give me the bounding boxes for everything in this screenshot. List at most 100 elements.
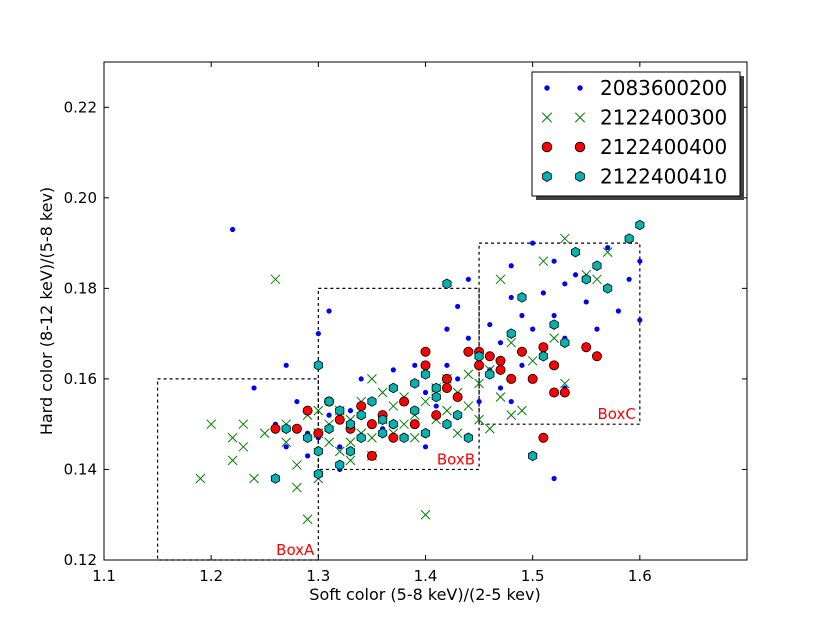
x-tick-label: 1.5 <box>521 567 545 585</box>
data-point-x <box>506 337 517 348</box>
data-point-circle <box>527 373 538 384</box>
data-point-circle <box>441 373 452 384</box>
legend-frame <box>531 71 741 197</box>
data-point-hexagon <box>399 432 409 444</box>
region-label: BoxB <box>437 450 475 468</box>
data-point-hexagon <box>420 369 431 380</box>
data-point-x <box>399 419 409 430</box>
data-point-circle <box>313 428 324 439</box>
data-point-circle <box>495 355 506 366</box>
data-point-x <box>206 419 217 430</box>
data-point-x <box>420 396 431 407</box>
legend-label: 2122400410 <box>600 165 727 189</box>
data-point-x <box>292 460 302 470</box>
data-point-dot <box>455 376 461 382</box>
data-point-dot <box>562 281 568 287</box>
data-point-x <box>527 355 538 366</box>
data-point-hexagon <box>303 432 313 444</box>
data-point-x <box>559 378 570 389</box>
y-tick-label: 0.18 <box>64 279 97 297</box>
x-tick-label: 1.6 <box>628 567 652 585</box>
y-tick-label: 0.20 <box>64 189 97 207</box>
data-point-hexagon <box>560 337 570 348</box>
data-point-hexagon <box>506 328 516 339</box>
data-point-dot <box>577 85 583 91</box>
data-point-x <box>549 333 559 344</box>
data-point-hexagon <box>592 260 602 271</box>
data-point-dot <box>519 362 525 368</box>
data-point-hexagon <box>571 246 581 258</box>
data-point-hexagon <box>313 446 323 457</box>
data-point-hexagon <box>442 418 452 430</box>
data-point-dot <box>637 317 643 323</box>
data-point-x <box>463 401 474 411</box>
data-point-dot <box>305 453 311 459</box>
data-point-circle <box>463 346 474 357</box>
data-point-circle <box>538 342 549 353</box>
region-boxa <box>156 378 319 561</box>
data-point-x <box>238 419 249 430</box>
data-point-dot <box>347 408 354 414</box>
data-point-circle <box>420 360 431 371</box>
data-point-dot <box>605 245 611 251</box>
data-point-dot <box>508 398 514 405</box>
data-point-x <box>420 509 431 520</box>
data-point-x <box>517 405 527 416</box>
legend-entry: 2122400410 <box>542 165 727 189</box>
data-point-x <box>484 423 495 434</box>
data-point-dot <box>455 303 461 310</box>
data-point-circle <box>270 423 281 434</box>
data-point-x <box>345 437 356 448</box>
data-point-circle <box>452 392 463 403</box>
data-point-circle <box>574 141 586 153</box>
data-point-circle <box>399 396 410 407</box>
data-point-circle <box>388 432 399 443</box>
data-point-circle <box>484 351 495 362</box>
data-point-circle <box>366 450 377 461</box>
data-point-hexagon <box>378 414 388 425</box>
data-point-dot <box>326 308 332 314</box>
data-point-circle <box>549 360 560 371</box>
data-point-x <box>345 455 356 466</box>
data-point-dot <box>583 299 589 305</box>
data-point-x <box>538 256 549 267</box>
data-point-x <box>324 437 334 448</box>
data-point-x <box>270 274 281 285</box>
data-point-x <box>474 414 484 425</box>
data-point-x <box>388 401 399 411</box>
data-point-circle <box>302 405 313 416</box>
data-point-hexagon <box>335 459 345 471</box>
data-point-dot <box>465 335 471 341</box>
data-point-hexagon <box>281 423 291 434</box>
series-2122400410 <box>270 219 645 484</box>
data-point-x <box>195 473 206 484</box>
data-point-dot <box>487 321 493 328</box>
data-point-dot <box>444 362 450 368</box>
data-point-circle <box>538 432 549 443</box>
data-point-x <box>474 378 484 389</box>
data-point-dot <box>230 226 236 233</box>
data-point-hexagon <box>431 382 441 394</box>
data-point-dot <box>412 362 418 368</box>
data-point-dot <box>465 276 471 282</box>
data-point-x <box>495 274 506 285</box>
data-point-x <box>302 514 313 525</box>
legend-entry: 2083600200 <box>544 76 727 100</box>
data-point-dot <box>337 444 343 450</box>
data-point-hexagon <box>270 473 281 484</box>
data-point-circle <box>516 346 527 357</box>
data-point-circle <box>549 387 560 398</box>
region-label: BoxA <box>276 541 315 559</box>
data-point-dot <box>315 331 321 337</box>
data-point-dot <box>294 398 300 405</box>
data-point-hexagon <box>410 405 420 416</box>
data-point-x <box>574 112 586 123</box>
data-point-hexagon <box>538 351 548 362</box>
data-point-hexagon <box>603 283 613 294</box>
data-point-circle <box>409 419 420 430</box>
data-point-x <box>227 455 238 466</box>
data-point-x <box>238 441 249 452</box>
data-point-dot <box>530 326 536 332</box>
data-point-circle <box>559 387 570 398</box>
data-point-x <box>367 432 377 443</box>
